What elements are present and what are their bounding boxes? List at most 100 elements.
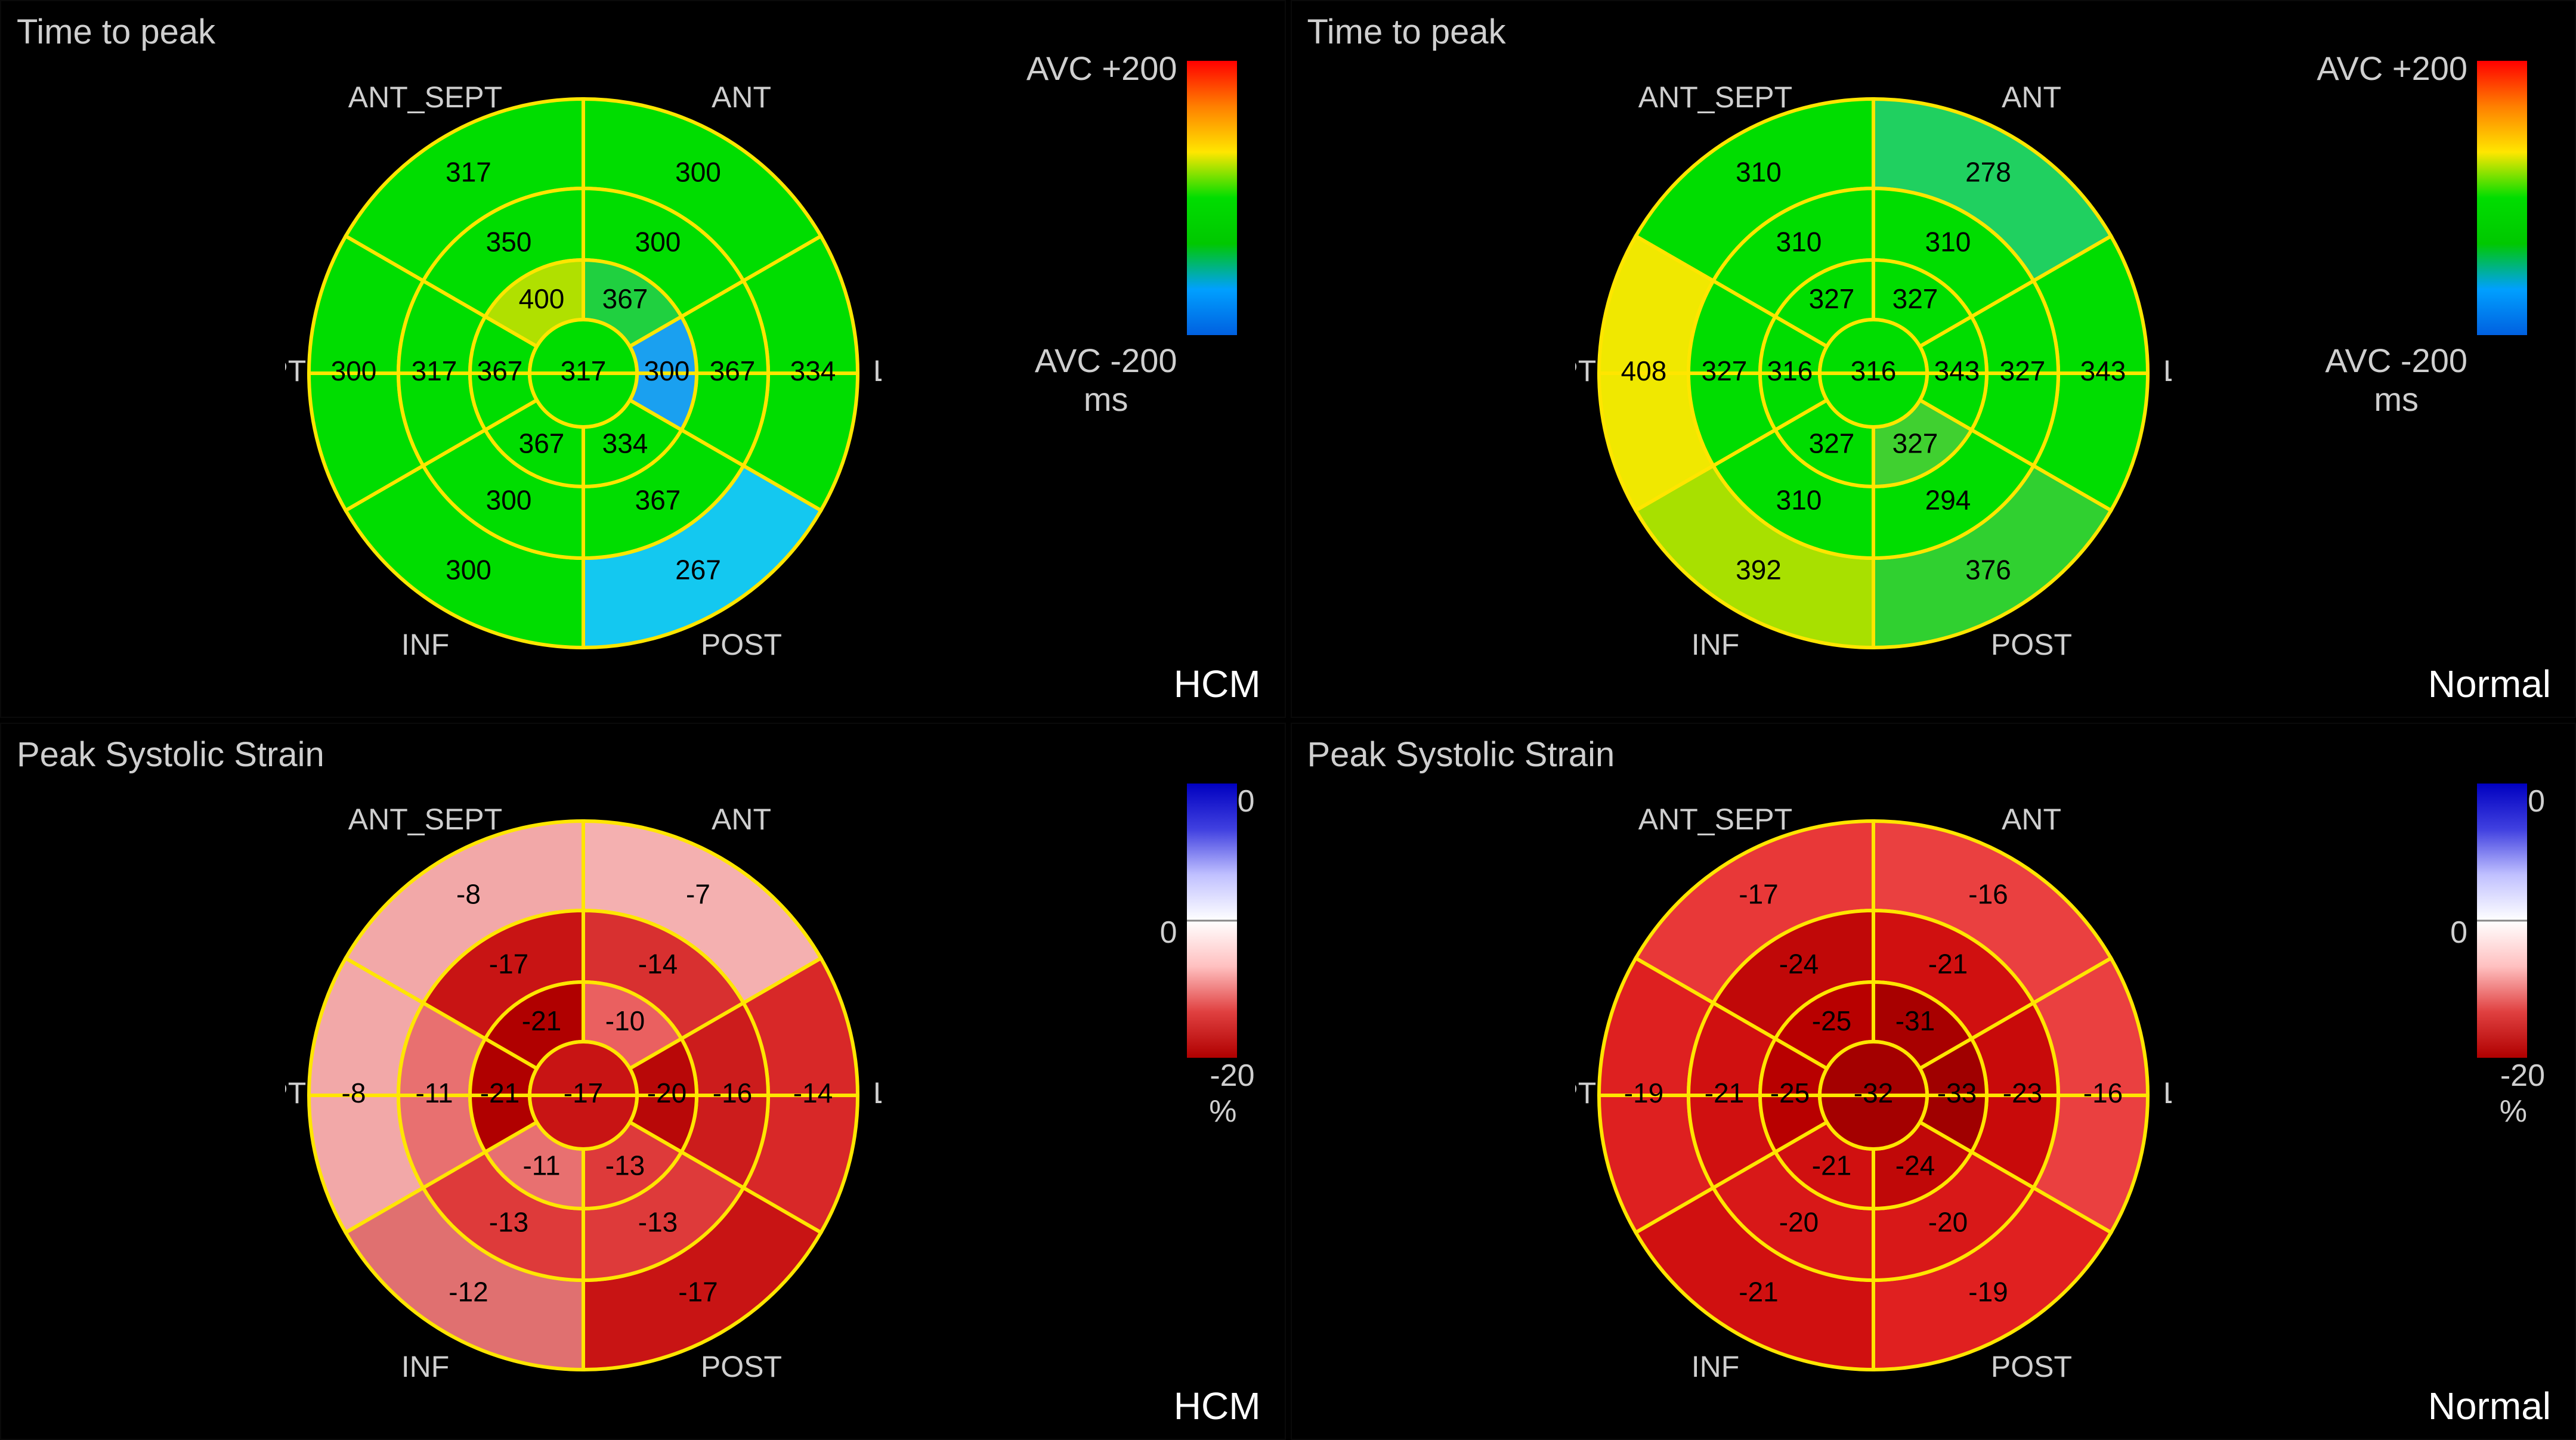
svg-text:-7: -7 [686, 879, 710, 910]
svg-text:300: 300 [644, 355, 689, 386]
svg-text:LAT: LAT [873, 1076, 882, 1110]
svg-text:LAT: LAT [2163, 354, 2172, 388]
svg-text:-8: -8 [341, 1077, 366, 1108]
svg-text:INF: INF [401, 628, 449, 661]
svg-text:-23: -23 [2003, 1077, 2042, 1108]
svg-text:-21: -21 [522, 1005, 561, 1036]
svg-text:-17: -17 [489, 949, 528, 980]
svg-text:-10: -10 [605, 1005, 645, 1036]
panel-pss-normal: Peak Systolic Strain -17 -16 -16 -19 -21 -19 -… [1291, 723, 2576, 1440]
svg-text:ANT: ANT [712, 803, 771, 836]
svg-text:-17: -17 [1739, 879, 1779, 910]
svg-text:-8: -8 [456, 879, 481, 910]
svg-text:-33: -33 [1937, 1077, 1977, 1108]
svg-text:400: 400 [518, 283, 564, 314]
svg-text:334: 334 [790, 355, 836, 386]
colorbar-mid-label: 0 [2450, 915, 2467, 950]
svg-text:ANT: ANT [2002, 80, 2061, 114]
svg-text:300: 300 [485, 484, 531, 515]
svg-text:INF: INF [401, 1350, 449, 1383]
colorbar [2477, 61, 2527, 335]
colorbar-top-label: AVC +200 [1026, 49, 1177, 88]
panel-title: Time to peak [17, 12, 215, 52]
svg-text:POST: POST [701, 1350, 782, 1383]
svg-text:300: 300 [675, 156, 721, 187]
svg-text:278: 278 [1965, 156, 2011, 187]
svg-text:-32: -32 [1854, 1077, 1893, 1108]
panel-title: Peak Systolic Strain [1307, 735, 1615, 775]
svg-text:310: 310 [1776, 226, 1822, 257]
svg-text:-13: -13 [638, 1207, 678, 1238]
svg-text:317: 317 [560, 355, 606, 386]
case-label: HCM [1174, 662, 1261, 706]
svg-text:LAT: LAT [2163, 1076, 2172, 1110]
bullseye-plot: -8-7-14-17-12-8-17-14-16-13-13-11-21-10-… [285, 797, 882, 1393]
case-label: Normal [2428, 662, 2551, 706]
colorbar-bottom-label: -20 [2500, 1058, 2545, 1094]
panel-ttp-hcm: Time to peak 317 300 334 267 300 300 350 300 367… [0, 0, 1286, 718]
case-label: HCM [1174, 1384, 1261, 1428]
svg-text:-13: -13 [489, 1207, 528, 1238]
bullseye-plot: 3173003342673003003503003673673003174003… [285, 75, 882, 671]
colorbar [1187, 784, 1237, 1058]
svg-text:367: 367 [709, 355, 755, 386]
svg-text:ANT_SEPT: ANT_SEPT [348, 80, 502, 114]
bullseye-plot: 3102783433763924083103103272943103273273… [1575, 75, 2172, 671]
svg-text:367: 367 [635, 484, 681, 515]
colorbar [1187, 61, 1237, 335]
svg-text:ANT_SEPT: ANT_SEPT [348, 803, 502, 836]
case-label: Normal [2428, 1384, 2551, 1428]
svg-text:367: 367 [602, 283, 648, 314]
svg-text:-25: -25 [1770, 1077, 1810, 1108]
colorbar-top-label: AVC +200 [2317, 49, 2467, 88]
panel-ttp-normal: Time to peak 310278343376392408310310327… [1291, 0, 2576, 718]
colorbar-unit-label: % [2500, 1094, 2527, 1129]
colorbar-unit-label: % [1209, 1094, 1236, 1129]
svg-text:327: 327 [1892, 283, 1938, 314]
bullseye-plot: -17-16-16-19-21-19-24-21-23-20-20-21-25-… [1575, 797, 2172, 1393]
svg-text:ANT: ANT [712, 80, 771, 114]
svg-text:-21: -21 [1812, 1150, 1851, 1181]
svg-text:-16: -16 [2083, 1077, 2123, 1108]
svg-text:-20: -20 [1779, 1207, 1819, 1238]
svg-text:408: 408 [1621, 355, 1667, 386]
svg-text:-13: -13 [605, 1150, 645, 1181]
svg-text:SEPT: SEPT [1575, 354, 1596, 388]
panel-grid: Time to peak 317 300 334 267 300 300 350 300 367… [0, 0, 2576, 1440]
svg-text:-20: -20 [1928, 1207, 1968, 1238]
svg-text:-24: -24 [1779, 949, 1819, 980]
colorbar [2477, 784, 2527, 1058]
svg-text:350: 350 [485, 226, 531, 257]
svg-text:POST: POST [701, 628, 782, 661]
svg-text:-12: -12 [449, 1277, 488, 1308]
svg-text:300: 300 [330, 355, 376, 386]
svg-text:-19: -19 [1969, 1277, 2008, 1308]
svg-text:267: 267 [675, 554, 721, 585]
svg-text:-11: -11 [415, 1077, 453, 1108]
svg-text:316: 316 [1851, 355, 1897, 386]
svg-text:-16: -16 [1969, 879, 2008, 910]
svg-text:310: 310 [1925, 226, 1971, 257]
panel-title: Peak Systolic Strain [17, 735, 324, 775]
svg-text:SEPT: SEPT [1575, 1076, 1596, 1110]
svg-text:343: 343 [1934, 355, 1980, 386]
svg-text:POST: POST [1991, 628, 2072, 661]
svg-text:-21: -21 [1928, 949, 1968, 980]
svg-text:-19: -19 [1624, 1077, 1663, 1108]
svg-text:310: 310 [1776, 484, 1822, 515]
svg-text:316: 316 [1767, 355, 1813, 386]
svg-text:INF: INF [1691, 628, 1740, 661]
svg-text:POST: POST [1991, 1350, 2072, 1383]
svg-text:-21: -21 [1739, 1277, 1779, 1308]
colorbar-mid-label: 0 [1160, 915, 1177, 950]
svg-text:317: 317 [446, 156, 491, 187]
colorbar-bottom-label: AVC -200ms [2325, 341, 2467, 419]
svg-text:367: 367 [477, 355, 522, 386]
svg-text:-14: -14 [793, 1077, 833, 1108]
svg-text:-21: -21 [1705, 1077, 1744, 1108]
svg-text:-14: -14 [638, 949, 678, 980]
svg-text:INF: INF [1691, 1350, 1740, 1383]
svg-text:-31: -31 [1895, 1005, 1935, 1036]
panel-pss-hcm: Peak Systolic Strain -8-7-14-17-12-8-17-… [0, 723, 1286, 1440]
panel-title: Time to peak [1307, 12, 1506, 52]
